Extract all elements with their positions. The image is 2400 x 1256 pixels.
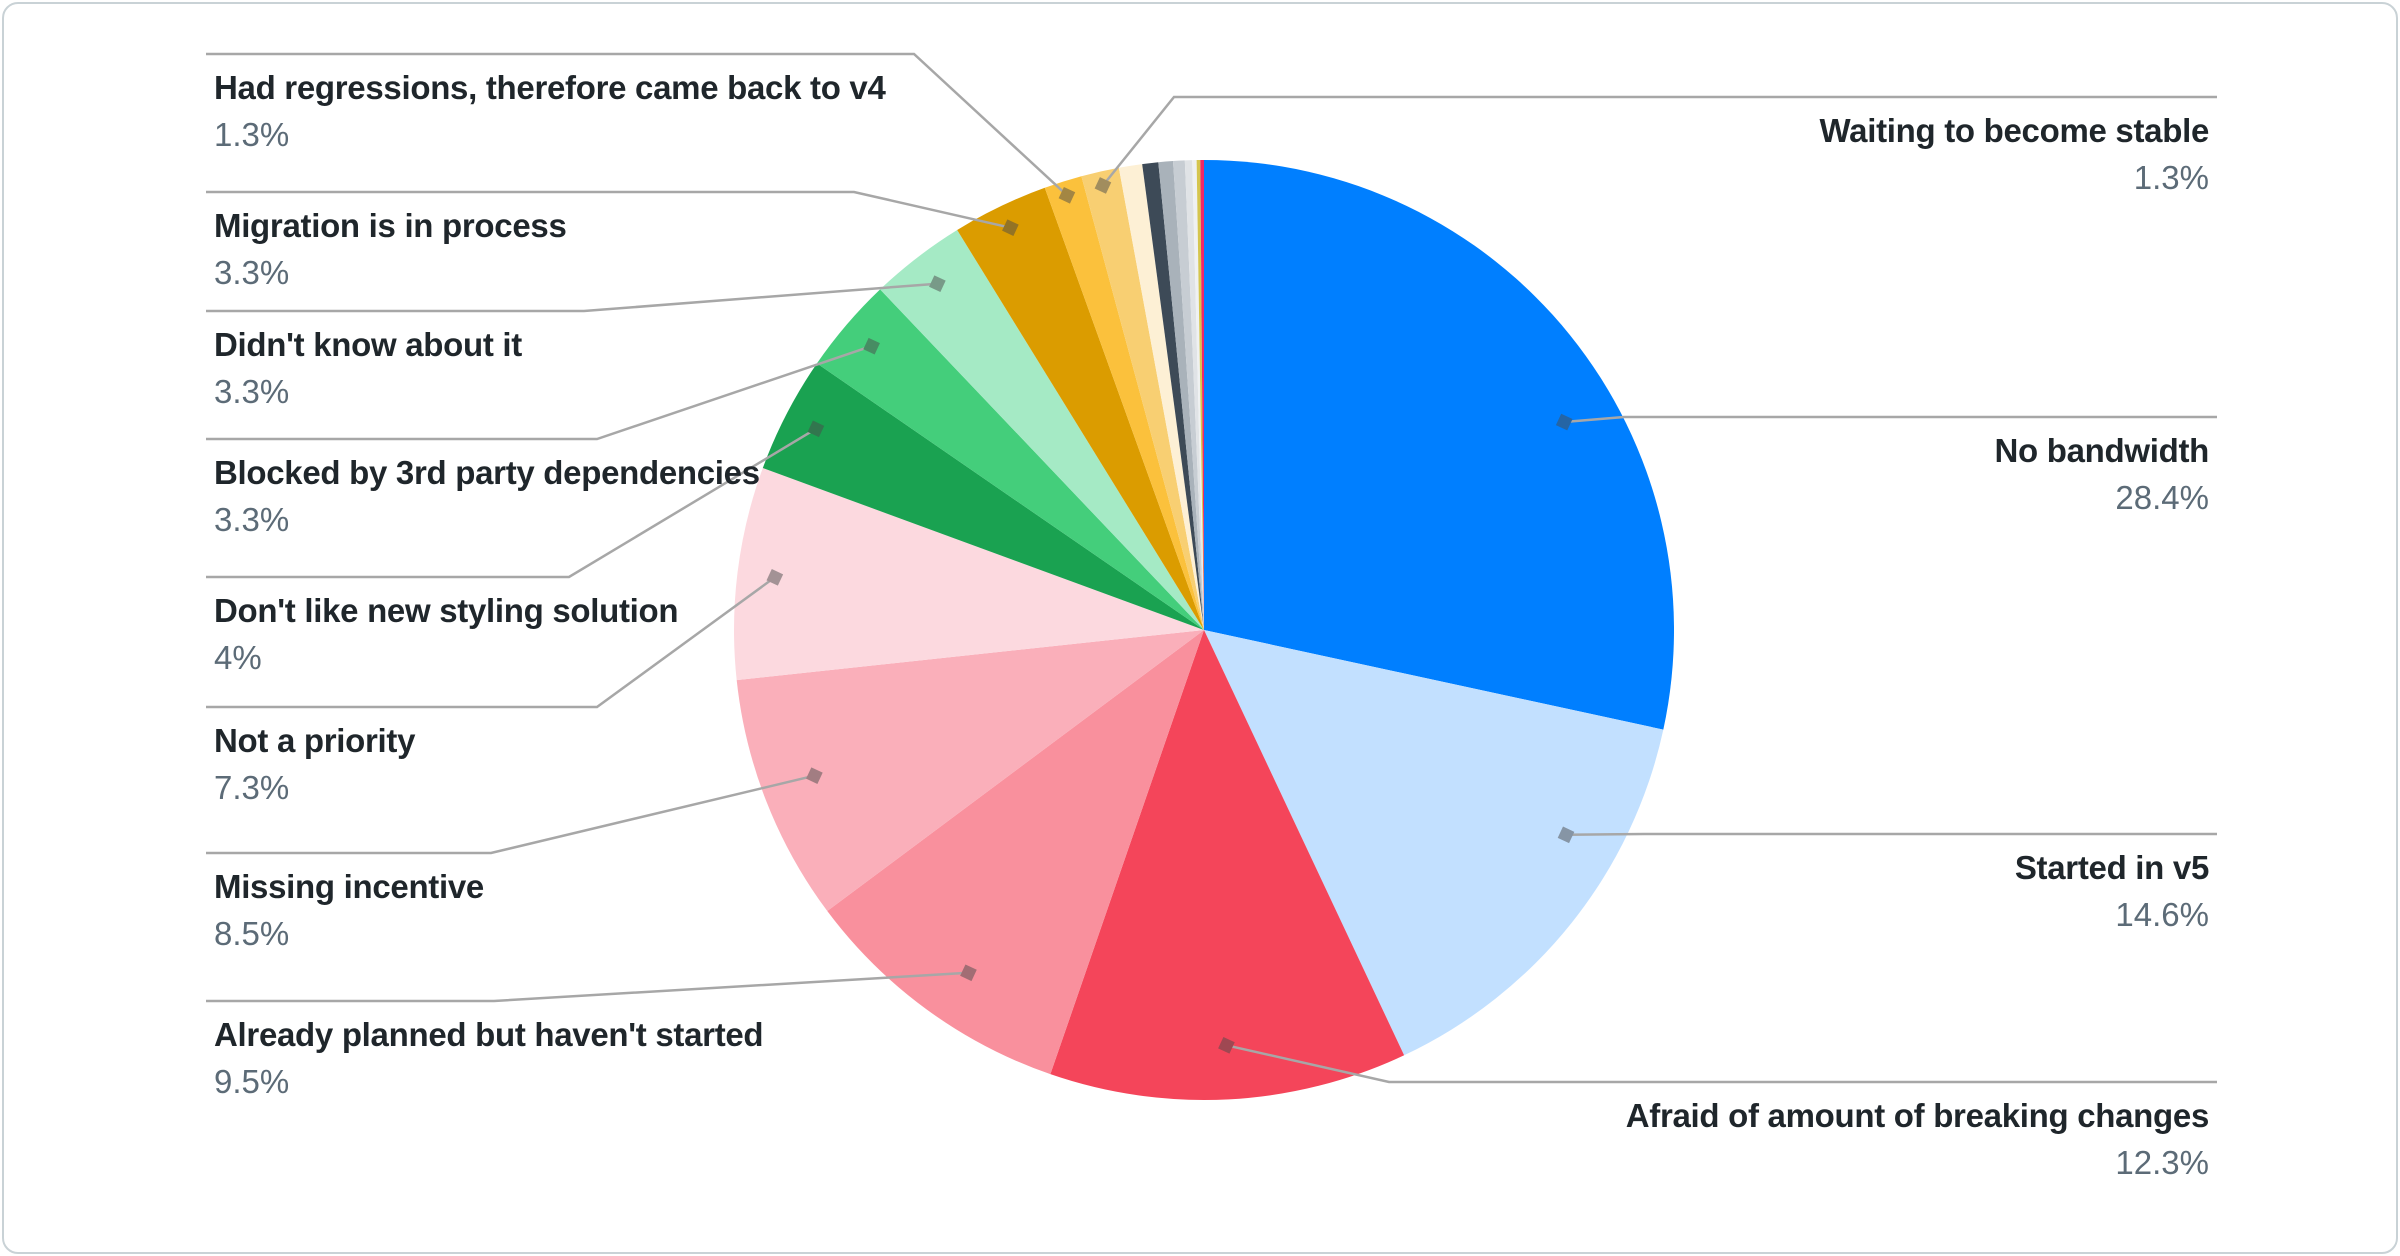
slice-label-title: Afraid of amount of breaking changes [1625,1097,2210,1134]
leader-line-not-a-priority [206,576,776,709]
slice-label-blocked-by-3rd-party-dependencies: Blocked by 3rd party dependencies 3.3% [214,453,760,540]
slice-label-no-bandwidth: No bandwidth 28.4% [1994,431,2209,518]
slice-label-afraid-of-amount-of-breaking-changes: Afraid of amount of breaking changes 12.3… [1625,1096,2210,1183]
slice-label-title: Blocked by 3rd party dependencies [214,454,760,491]
slice-marker-no-bandwidth [1555,413,1573,431]
leader-line-waiting-to-become-stable [1102,95,2217,187]
slice-marker-not-a-priority [766,569,784,586]
leader-line-didn-t-know-about-it [206,282,938,313]
slice-label-percentage: 9.5% [214,1063,290,1100]
slice-marker-already-planned-but-haven-t-started [960,964,977,982]
pie-slice-unlabeled[interactable] [1196,160,1204,630]
slice-label-percentage: 8.5% [214,915,290,952]
slice-label-title: Migration is in process [214,207,567,244]
slice-marker-had-regressions-therefore-came-back-to-v4 [1058,186,1076,204]
slice-label-migration-is-in-process: Migration is in process 3.3% [214,206,567,293]
pie-slice-unlabeled[interactable] [1184,160,1204,630]
slice-label-waiting-to-become-stable: Waiting to become stable 1.3% [1819,111,2210,198]
slice-label-title: Don't like new styling solution [214,592,679,629]
slice-label-didn-t-know-about-it: Didn't know about it 3.3% [214,325,522,412]
pie-slice-had-regressions-therefore-came-back-to-v4[interactable] [1044,176,1204,630]
pie-slice-migration-is-in-process[interactable] [957,187,1204,631]
pie-slice-already-planned-but-haven-t-started[interactable] [827,630,1204,1075]
slice-label-title: Already planned but haven't started [214,1016,764,1053]
slice-label-percentage: 7.3% [214,769,290,806]
slice-label-title: Had regressions, therefore came back to … [214,69,886,106]
slice-marker-afraid-of-amount-of-breaking-changes [1218,1037,1235,1054]
slice-label-percentage: 3.3% [214,501,290,538]
slice-marker-waiting-to-become-stable [1094,177,1112,194]
slice-marker-didn-t-know-about-it [929,275,946,292]
pie-slice-unlabeled[interactable] [1142,162,1204,631]
pie-slice-blocked-by-3rd-party-dependencies[interactable] [816,289,1204,630]
leader-line-don-t-like-new-styling-solution [206,427,817,579]
slice-label-not-a-priority: Not a priority 7.3% [214,721,415,808]
slice-marker-missing-incentive [806,767,823,784]
pie-slice-unlabeled[interactable] [1200,159,1204,630]
slice-label-percentage: 12.3% [2115,1144,2209,1181]
leader-line-already-planned-but-haven-t-started [206,971,969,1003]
slice-label-percentage: 1.3% [2133,159,2209,196]
leader-line-started-in-v5 [1565,832,2217,837]
pie-slice-missing-incentive[interactable] [736,630,1204,912]
slice-label-title: Waiting to become stable [1819,112,2210,149]
slice-label-title: Didn't know about it [214,326,522,363]
slice-label-percentage: 14.6% [2115,896,2209,933]
slice-label-don-t-like-new-styling-solution: Don't like new styling solution 4% [214,591,679,678]
pie-slice-unlabeled[interactable] [1158,161,1204,630]
slice-label-percentage: 28.4% [2115,479,2209,516]
slice-label-title: Started in v5 [2014,849,2209,886]
slice-marker-started-in-v5 [1557,826,1575,844]
slice-label-missing-incentive: Missing incentive 8.5% [214,867,484,954]
slice-label-had-regressions-therefore-came-back-to-v4: Had regressions, therefore came back to … [214,68,886,155]
slice-label-percentage: 3.3% [214,254,290,291]
slice-label-started-in-v5: Started in v5 14.6% [2015,848,2209,935]
pie-slice-unlabeled[interactable] [1192,160,1204,630]
pie-slice-no-bandwidth[interactable] [1204,160,1675,730]
leader-line-migration-is-in-process [206,190,1011,229]
leader-line-had-regressions-therefore-came-back-to-v4 [206,52,1068,197]
slice-label-percentage: 3.3% [214,373,290,410]
slice-label-percentage: 1.3% [214,116,290,153]
pie-slice-started-in-v5[interactable] [1204,630,1664,1056]
pie-slice-not-a-priority[interactable] [734,468,1204,681]
pie-slice-don-t-like-new-styling-solution[interactable] [762,363,1204,630]
pie-slice-didn-t-know-about-it[interactable] [880,230,1204,630]
slice-marker-migration-is-in-process [1002,219,1019,236]
leader-line-blocked-by-3rd-party-dependencies [206,344,873,441]
slice-label-title: Not a priority [214,722,416,759]
slice-marker-don-t-like-new-styling-solution [807,420,825,438]
slice-label-title: Missing incentive [214,868,484,905]
leader-line-missing-incentive [206,774,815,855]
pie-slice-waiting-to-become-stable[interactable] [1081,167,1204,630]
slice-label-title: No bandwidth [1994,432,2209,469]
leader-line-no-bandwidth [1564,415,2217,424]
pie-chart [206,52,2217,1101]
slice-marker-blocked-by-3rd-party-dependencies [863,337,880,355]
pie-slice-unlabeled[interactable] [1173,160,1204,630]
pie-slice-afraid-of-amount-of-breaking-changes[interactable] [1050,630,1405,1101]
leader-line-afraid-of-amount-of-breaking-changes [1226,1044,2217,1084]
slice-label-already-planned-but-haven-t-started: Already planned but haven't started 9.5% [214,1015,764,1102]
pie-slice-unlabeled[interactable] [1118,164,1204,630]
slice-label-percentage: 4% [214,639,262,676]
